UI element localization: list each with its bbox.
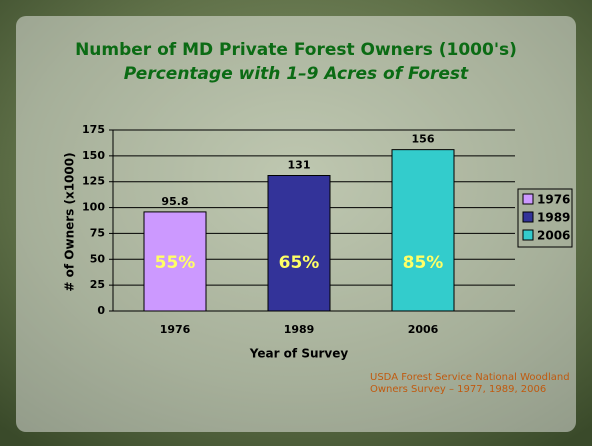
y-tick-label: 50 bbox=[90, 252, 106, 265]
source-box: USDA Forest Service National Woodland Ow… bbox=[370, 372, 570, 412]
y-tick-label: 175 bbox=[82, 123, 105, 136]
source-note: USDA Forest Service National Woodland Ow… bbox=[370, 372, 570, 396]
legend-label: 2006 bbox=[537, 229, 570, 243]
y-tick-label: 25 bbox=[90, 278, 105, 291]
legend-swatch bbox=[523, 230, 533, 240]
bar bbox=[392, 150, 454, 311]
legend-label: 1989 bbox=[537, 211, 570, 225]
x-tick-label: 2006 bbox=[408, 323, 439, 336]
chart-title: Number of MD Private Forest Owners (1000… bbox=[75, 40, 517, 60]
value-label: 95.8 bbox=[161, 195, 188, 208]
x-tick-label: 1976 bbox=[160, 323, 191, 336]
y-tick-label: 150 bbox=[82, 149, 105, 162]
y-tick-label: 100 bbox=[82, 201, 105, 214]
page: Number of MD Private Forest Owners (1000… bbox=[0, 0, 592, 446]
legend-swatch bbox=[523, 194, 533, 204]
value-label: 131 bbox=[288, 159, 311, 172]
slide: Number of MD Private Forest Owners (1000… bbox=[0, 0, 592, 446]
y-tick-label: 125 bbox=[82, 175, 105, 188]
bar-annotation: 85% bbox=[403, 253, 444, 273]
bar-annotation: 55% bbox=[155, 253, 196, 273]
x-axis-title: Year of Survey bbox=[249, 347, 349, 361]
legend-swatch bbox=[523, 212, 533, 222]
y-tick-label: 0 bbox=[97, 304, 105, 317]
value-label: 156 bbox=[412, 133, 435, 146]
y-tick-label: 75 bbox=[90, 226, 105, 239]
legend-label: 1976 bbox=[537, 193, 570, 207]
x-tick-label: 1989 bbox=[284, 323, 315, 336]
bar-annotation: 65% bbox=[279, 253, 320, 273]
chart-subtitle: Percentage with 1–9 Acres of Forest bbox=[124, 64, 469, 84]
y-axis-title: # of Owners (x1000) bbox=[63, 152, 77, 291]
bar bbox=[268, 176, 330, 311]
